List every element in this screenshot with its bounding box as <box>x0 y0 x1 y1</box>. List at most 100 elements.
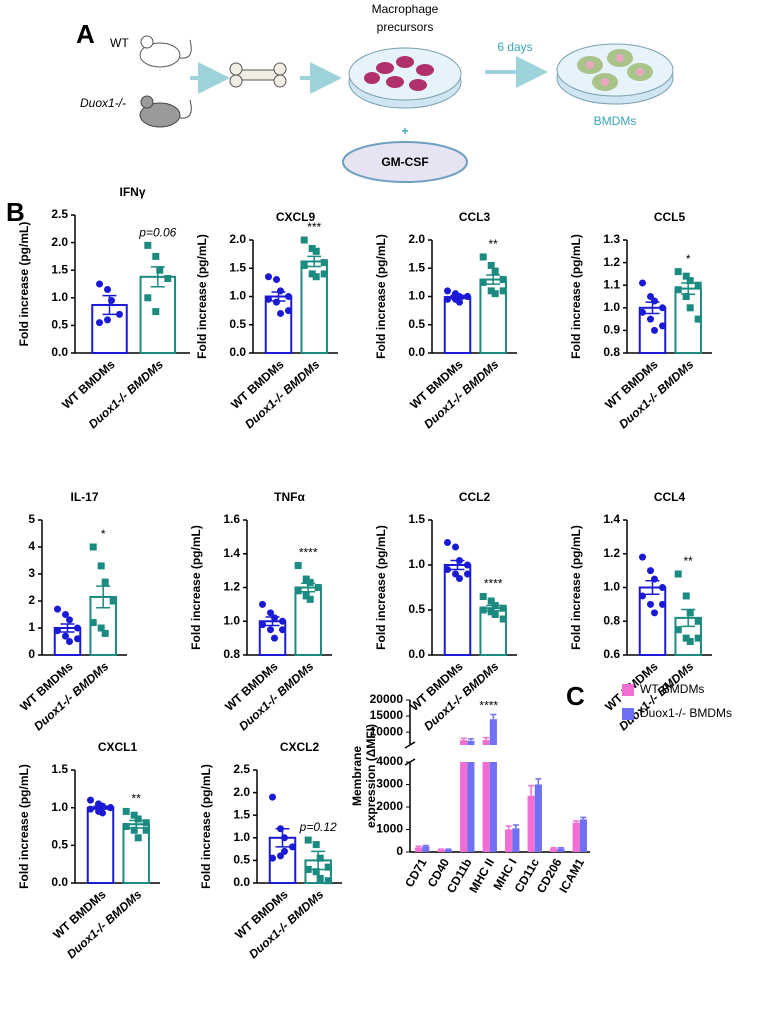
data-point <box>659 322 666 330</box>
data-point <box>279 617 286 625</box>
data-point <box>99 809 106 817</box>
legend-swatch <box>622 684 634 696</box>
data-point <box>277 825 284 833</box>
chart-title: IFNγ <box>119 185 145 199</box>
panel-label: A <box>76 19 95 49</box>
data-point <box>277 287 284 295</box>
error-bar <box>528 784 535 796</box>
chart-title: CCL5 <box>654 210 686 224</box>
data-point <box>499 615 507 623</box>
error-bar <box>550 846 557 849</box>
wt-label: WT <box>110 36 129 50</box>
bar <box>489 719 497 852</box>
data-point <box>142 819 150 827</box>
data-point <box>694 617 702 625</box>
y-tick-label: 1 <box>28 620 35 634</box>
error-bar <box>438 848 445 850</box>
error-bar <box>96 585 111 609</box>
y-axis-label: Fold increase (pg/mL) <box>17 764 31 889</box>
data-point <box>487 261 495 269</box>
data-point <box>265 273 272 281</box>
y-tick-label: 1.6 <box>223 512 240 526</box>
y-tick-label: 10000 <box>370 724 404 738</box>
error-bar <box>490 713 497 720</box>
bar <box>512 828 520 852</box>
ko-label: Duox1-/- <box>80 96 126 110</box>
dish-icon <box>348 47 462 109</box>
y-axis-label: Fold increase (pg/mL) <box>569 525 583 650</box>
y-tick-label: 1.0 <box>233 830 250 844</box>
data-point <box>89 619 97 627</box>
y-tick-label: 0.5 <box>229 317 246 331</box>
y-tick-label: 0.8 <box>603 345 620 359</box>
data-point <box>302 592 310 600</box>
y-axis-label: Fold increase (pg/mL) <box>199 764 213 889</box>
mouse-icon <box>139 95 192 128</box>
data-point <box>87 805 94 813</box>
data-point <box>499 604 507 612</box>
data-point <box>101 578 109 586</box>
error-bar <box>505 825 512 830</box>
y-tick-label: 0.9 <box>603 323 620 337</box>
data-point <box>452 570 459 578</box>
data-point <box>89 543 97 551</box>
y-axis-label: Fold increase (pg/mL) <box>374 525 388 650</box>
chart-title: TNFα <box>274 490 305 504</box>
bar <box>86 806 115 885</box>
data-point <box>682 293 690 300</box>
data-point <box>686 277 694 285</box>
gm-csf-label: GM-CSF <box>381 155 428 169</box>
data-point <box>109 597 117 605</box>
data-point <box>152 252 160 260</box>
data-point <box>464 570 471 578</box>
dish-icon <box>556 43 674 105</box>
dish-label: precursors <box>377 20 434 34</box>
legend-swatch <box>622 708 634 720</box>
y-tick-label: 1.5 <box>229 260 246 274</box>
data-point <box>271 614 278 622</box>
y-tick-label: 4 <box>28 539 35 553</box>
error-bar <box>460 737 467 741</box>
data-point <box>279 626 286 634</box>
data-point <box>152 308 160 316</box>
data-point <box>277 852 284 860</box>
data-point <box>62 611 69 618</box>
y-tick-label: 2 <box>28 593 35 607</box>
plus-sign: + <box>401 124 408 138</box>
error-bar <box>415 845 422 848</box>
data-point <box>96 280 103 288</box>
y-tick-label: 4000 <box>376 754 403 768</box>
data-point <box>639 279 646 287</box>
y-axis-label: expression (ΔMFI) <box>364 724 378 828</box>
data-point <box>444 566 451 573</box>
significance: p=0.12 <box>299 820 337 834</box>
data-point <box>686 304 694 312</box>
data-point <box>281 847 288 855</box>
data-point <box>259 600 266 608</box>
data-point <box>639 553 646 561</box>
data-point <box>479 593 487 600</box>
data-point <box>306 595 314 603</box>
data-point <box>452 543 459 551</box>
y-tick-label: 1.2 <box>223 580 240 594</box>
y-tick-label: 1.1 <box>603 277 620 291</box>
error-bar <box>445 848 452 850</box>
data-point <box>456 575 463 582</box>
legend-label: Duox1-/- BMDMs <box>640 706 732 720</box>
data-point <box>324 877 332 885</box>
y-tick-label: 1.5 <box>233 807 250 821</box>
significance: p=0.06 <box>138 226 176 240</box>
data-point <box>320 259 328 267</box>
data-point <box>444 287 451 295</box>
y-tick-label: 0.5 <box>408 602 425 616</box>
chart-title: CCL4 <box>654 490 686 504</box>
data-point <box>285 307 292 315</box>
y-axis-label: Fold increase (pg/mL) <box>374 234 388 359</box>
data-point <box>674 286 682 294</box>
y-tick-label: 1.0 <box>229 289 246 303</box>
data-point <box>314 584 322 591</box>
data-point <box>122 807 130 815</box>
data-point <box>491 611 499 618</box>
y-tick-label: 0.5 <box>408 317 425 331</box>
